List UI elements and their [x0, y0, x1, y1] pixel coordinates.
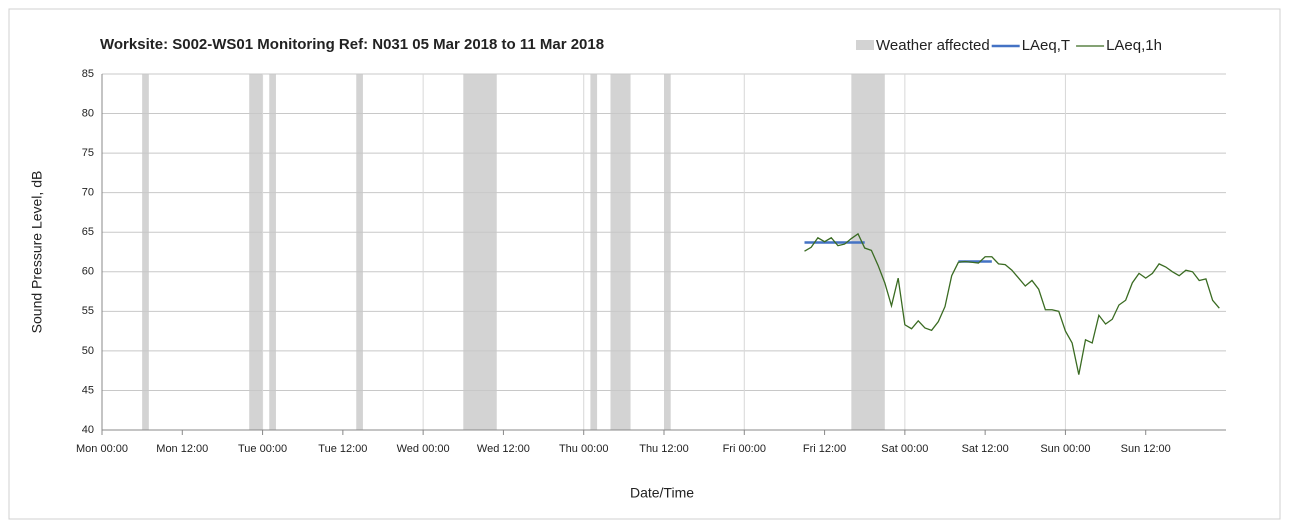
weather-band — [590, 74, 598, 430]
legend-label: LAeq,1h — [1106, 37, 1162, 54]
y-tick-label: 45 — [82, 384, 94, 396]
y-tick-label: 55 — [82, 305, 94, 317]
series-line — [804, 232, 1220, 375]
x-tick-label: Thu 00:00 — [559, 443, 609, 455]
x-tick-label: Wed 00:00 — [397, 443, 450, 455]
x-tick-label: Tue 12:00 — [318, 443, 367, 455]
x-tick-label: Sat 12:00 — [962, 443, 1009, 455]
weather-band — [463, 74, 497, 430]
weather-band — [142, 74, 149, 430]
x-tick-label: Fri 12:00 — [803, 443, 846, 455]
y-tick-label: 40 — [82, 424, 94, 436]
weather-band — [851, 74, 885, 430]
x-tick-label: Mon 12:00 — [156, 443, 208, 455]
y-tick-label: 60 — [82, 266, 94, 278]
x-tick-label: Wed 12:00 — [477, 443, 530, 455]
x-axis-label: Date/Time — [630, 485, 694, 501]
weather-band — [664, 74, 671, 430]
y-tick-label: 80 — [82, 107, 94, 119]
x-tick-label: Tue 00:00 — [238, 443, 287, 455]
chart-title: Worksite: S002-WS01 Monitoring Ref: N031… — [100, 36, 604, 53]
y-tick-label: 50 — [82, 345, 94, 357]
x-tick-label: Sun 00:00 — [1040, 443, 1090, 455]
chart-border — [8, 8, 1281, 520]
y-tick-label: 65 — [82, 226, 94, 238]
y-tick-label: 75 — [82, 147, 94, 159]
x-tick-label: Sat 00:00 — [881, 443, 928, 455]
weather-band — [356, 74, 363, 430]
weather-band — [249, 74, 263, 430]
y-axis-label: Sound Pressure Level, dB — [29, 171, 45, 334]
legend-label: Weather affected — [876, 37, 990, 54]
y-tick-label: 85 — [82, 68, 94, 80]
x-tick-label: Sun 12:00 — [1121, 443, 1171, 455]
weather-band — [269, 74, 276, 430]
x-tick-label: Fri 00:00 — [723, 443, 766, 455]
weather-band — [610, 74, 631, 430]
legend-label: LAeq,T — [1022, 37, 1070, 54]
legend-swatch — [856, 40, 874, 50]
x-tick-label: Mon 00:00 — [76, 443, 128, 455]
y-tick-label: 70 — [82, 187, 94, 199]
x-tick-label: Thu 12:00 — [639, 443, 689, 455]
